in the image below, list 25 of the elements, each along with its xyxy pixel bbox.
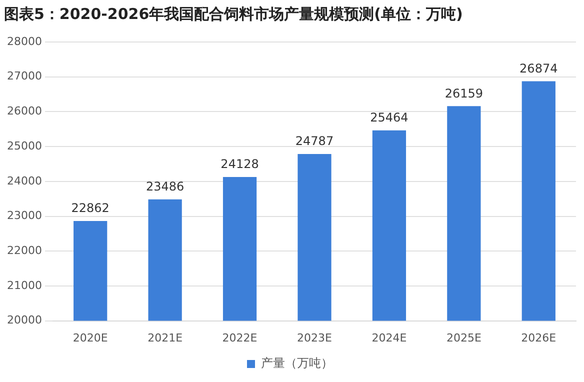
x-tick-label: 2020E <box>72 331 108 344</box>
data-label: 22862 <box>71 201 110 216</box>
data-label: 24787 <box>295 134 334 148</box>
y-tick-label: 22000 <box>6 244 42 257</box>
y-tick-label: 25000 <box>6 139 42 152</box>
x-tick-label: 2025E <box>446 331 482 344</box>
x-tick-label: 2021E <box>148 331 183 344</box>
data-label: 24128 <box>220 157 259 172</box>
y-tick-label: 21000 <box>6 278 42 292</box>
x-tick-label: 2024E <box>372 331 407 344</box>
data-label: 26874 <box>520 61 558 76</box>
chart-title: 图表5：2020-2026年我国配合饲料市场产量规模预测(单位：万吨) <box>4 4 463 23</box>
y-tick-label: 24000 <box>6 174 42 188</box>
x-tick-label: 2023E <box>297 331 332 344</box>
x-tick-label: 2026E <box>521 331 556 344</box>
y-tick-label: 27000 <box>6 70 42 83</box>
legend-label: 产量（万吨） <box>261 356 333 370</box>
y-tick-label: 20000 <box>6 314 42 327</box>
data-label: 26159 <box>444 86 484 100</box>
x-tick-label: 2022E <box>222 331 258 344</box>
y-tick-label: 28000 <box>6 34 42 48</box>
data-label: 25464 <box>370 110 408 125</box>
data-label: 23486 <box>146 179 184 194</box>
y-tick-label: 26000 <box>6 104 42 118</box>
y-tick-label: 23000 <box>6 209 42 222</box>
